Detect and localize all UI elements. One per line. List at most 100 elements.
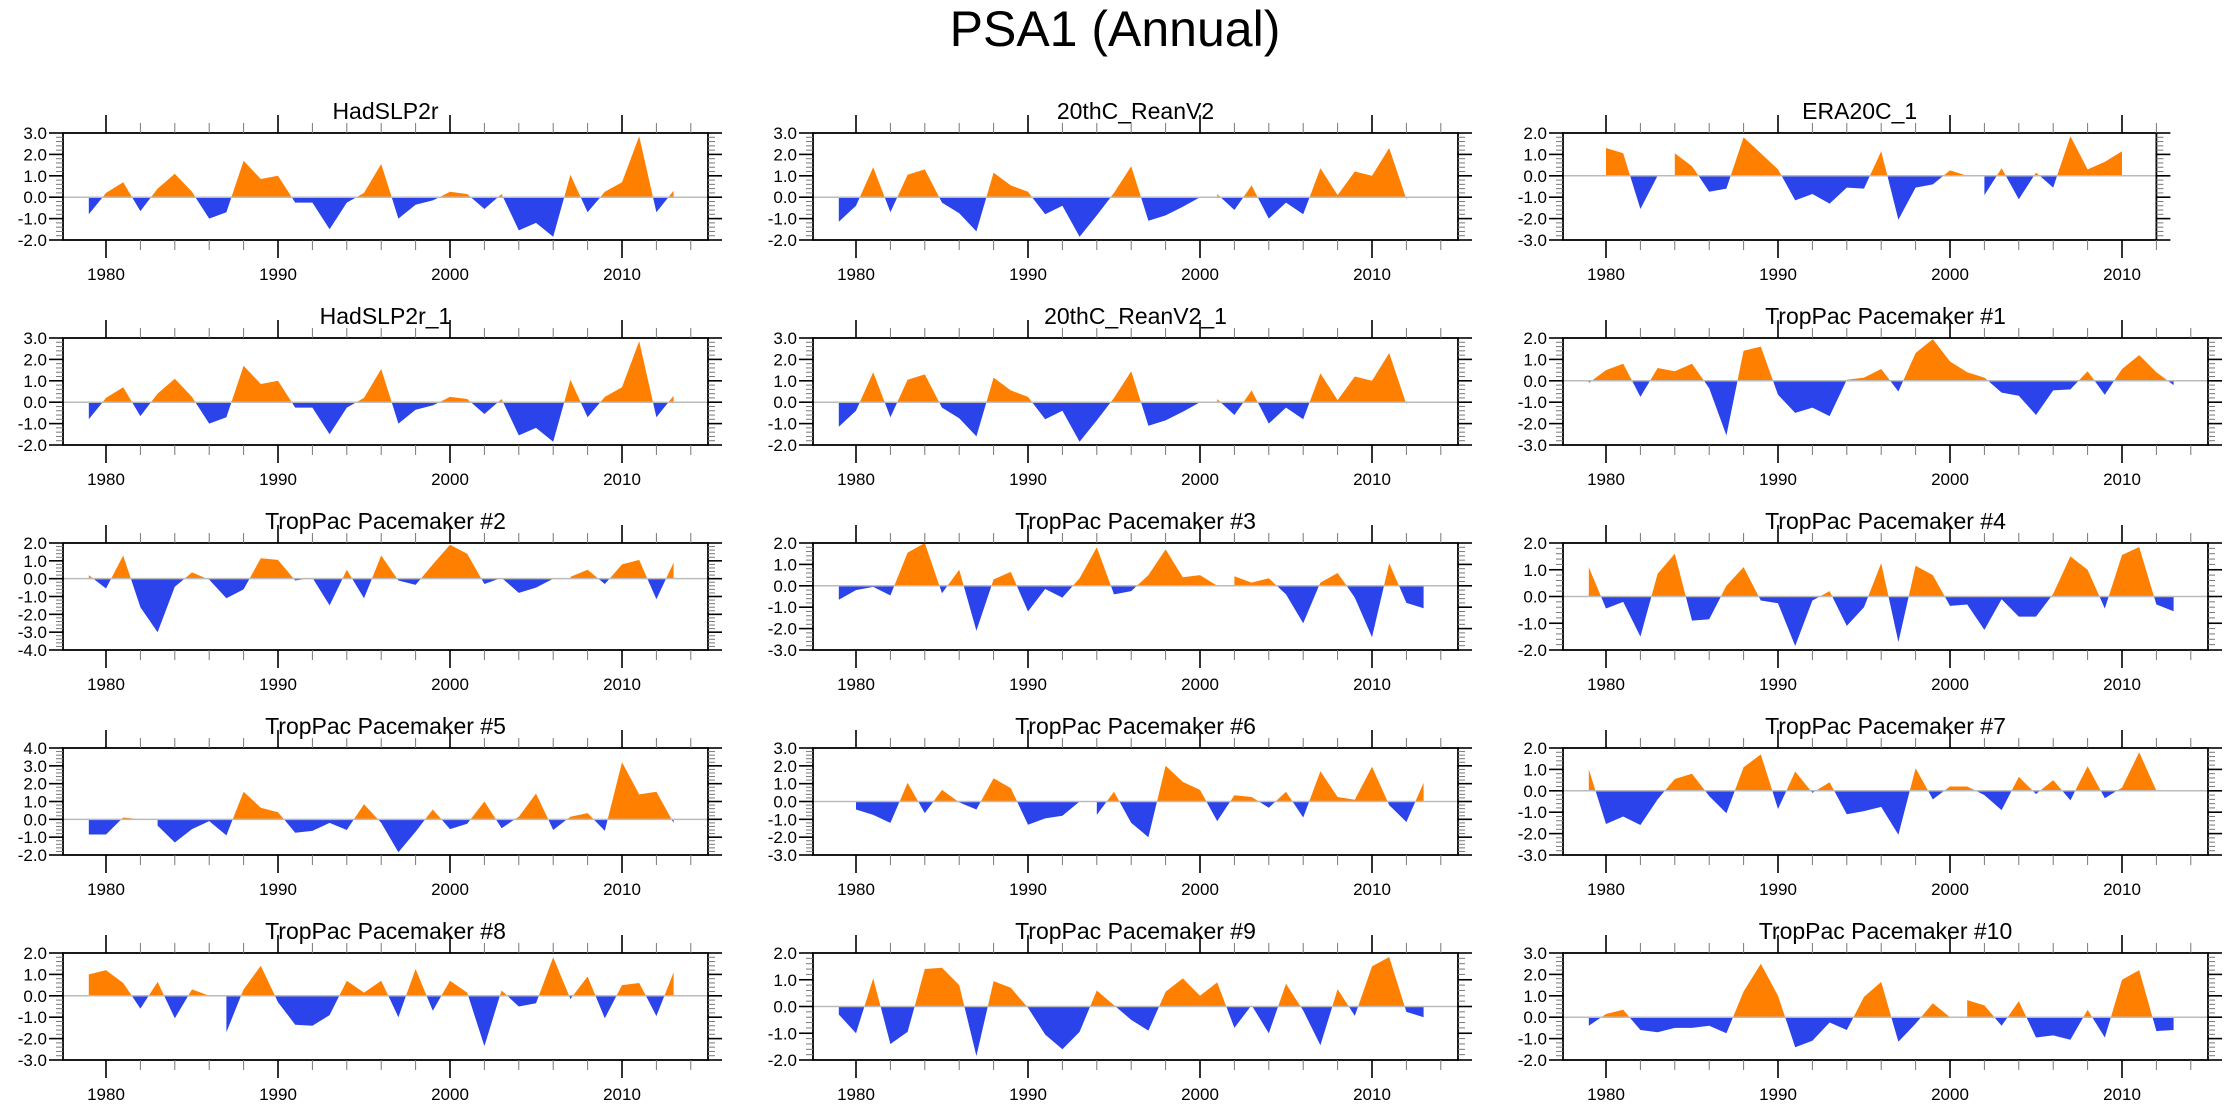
y-tick-label: -2.0 bbox=[18, 1030, 47, 1049]
plot-frame bbox=[1562, 132, 2158, 241]
negative-area bbox=[470, 197, 498, 209]
y-tick-label: 0.0 bbox=[1523, 372, 1547, 391]
x-tick-label: 1990 bbox=[259, 470, 297, 489]
y-tick-label: 2.0 bbox=[773, 534, 797, 553]
negative-area bbox=[963, 585, 992, 631]
negative-area bbox=[1704, 380, 1738, 436]
y-tick-label: -2.0 bbox=[768, 1051, 797, 1070]
negative-area bbox=[1772, 790, 1787, 809]
positive-area bbox=[1136, 549, 1218, 586]
panel-title: TropPac Pacemaker #4 bbox=[1765, 508, 2006, 534]
positive-area bbox=[2078, 371, 2095, 381]
positive-area bbox=[666, 562, 674, 579]
y-tick-label: 1.0 bbox=[773, 775, 797, 794]
negative-area bbox=[2167, 380, 2174, 386]
negative-area bbox=[1834, 790, 1910, 835]
positive-area bbox=[1601, 1009, 1630, 1018]
negative-area bbox=[838, 585, 895, 600]
negative-area bbox=[1890, 380, 1904, 392]
y-tick-label: 1.0 bbox=[1523, 561, 1547, 580]
positive-area bbox=[111, 555, 131, 579]
positive-area bbox=[231, 160, 292, 198]
negative-area bbox=[1994, 1017, 2008, 1026]
negative-area bbox=[958, 801, 981, 810]
negative-area bbox=[1399, 585, 1424, 609]
y-tick-label: -1.0 bbox=[1518, 803, 1547, 822]
positive-area bbox=[102, 387, 133, 403]
negative-area bbox=[1601, 596, 1652, 637]
positive-area bbox=[151, 378, 196, 403]
negative-area bbox=[291, 402, 357, 435]
y-tick-label: 2.0 bbox=[1523, 329, 1547, 348]
negative-area bbox=[2092, 1017, 2111, 1038]
negative-area bbox=[2154, 596, 2174, 612]
positive-area bbox=[1234, 576, 1277, 586]
positive-area bbox=[986, 172, 1033, 198]
negative-area bbox=[1891, 1017, 1921, 1042]
x-tick-label: 1980 bbox=[87, 470, 125, 489]
y-tick-label: 2.0 bbox=[773, 757, 797, 776]
y-tick-label: -2.0 bbox=[768, 231, 797, 250]
positive-area bbox=[2116, 752, 2157, 791]
positive-area bbox=[148, 981, 165, 996]
area-series bbox=[88, 957, 674, 1047]
positive-area bbox=[1651, 553, 1686, 597]
negative-area bbox=[507, 995, 539, 1007]
positive-area bbox=[567, 813, 594, 820]
positive-area bbox=[1588, 769, 1596, 791]
positive-area bbox=[2011, 776, 2033, 791]
y-tick-label: 2.0 bbox=[773, 145, 797, 164]
positive-area bbox=[572, 976, 596, 996]
negative-area bbox=[964, 1006, 988, 1056]
negative-area bbox=[1346, 585, 1384, 638]
area-series bbox=[88, 544, 674, 633]
x-tick-label: 1990 bbox=[1759, 675, 1797, 694]
negative-area bbox=[1226, 1006, 1251, 1028]
x-tick-label: 1990 bbox=[1009, 675, 1047, 694]
positive-area bbox=[600, 341, 653, 403]
negative-area bbox=[2005, 175, 2034, 200]
panel-8: TropPac Pacemaker #3 -3.0 -2.0 -1.0 0.0 1.0 2.… bbox=[768, 508, 1472, 694]
positive-area bbox=[1846, 369, 1891, 381]
negative-area bbox=[1220, 402, 1244, 415]
area-series bbox=[1588, 963, 2174, 1048]
negative-area bbox=[468, 995, 500, 1047]
negative-area bbox=[397, 578, 421, 585]
x-tick-label: 1980 bbox=[1587, 675, 1625, 694]
positive-area bbox=[406, 969, 427, 996]
x-tick-label: 2000 bbox=[1181, 675, 1219, 694]
plot-frame bbox=[62, 952, 709, 1061]
y-tick-label: -1.0 bbox=[768, 810, 797, 829]
negative-area bbox=[157, 819, 233, 843]
y-tick-label: 3.0 bbox=[23, 329, 47, 348]
panel-1: HadSLP2r -2.0 -1.0 0.0 1.0 2.0 3.0 1980 1990 2000… bbox=[18, 98, 722, 284]
area-series bbox=[88, 136, 674, 237]
negative-area bbox=[1096, 801, 1107, 815]
positive-area bbox=[1319, 573, 1347, 586]
panel-2: 20thC_ReanV2 -2.0 -1.0 0.0 1.0 2.0 3.0 1980 1990… bbox=[768, 98, 1472, 284]
y-tick-label: 2.0 bbox=[23, 775, 47, 794]
negative-area bbox=[939, 402, 987, 437]
negative-area bbox=[598, 578, 610, 584]
panel-6: TropPac Pacemaker #1 -3.0 -2.0 -1.0 0.0 1.0 2.… bbox=[1518, 303, 2222, 489]
area-series bbox=[88, 341, 674, 442]
negative-area bbox=[1257, 197, 1310, 219]
y-tick-label: -3.0 bbox=[18, 1051, 47, 1070]
negative-area bbox=[1032, 402, 1111, 442]
y-tick-label: -2.0 bbox=[1518, 641, 1547, 660]
negative-area bbox=[647, 578, 666, 600]
y-tick-label: 0.0 bbox=[23, 570, 47, 589]
positive-area bbox=[1278, 983, 1301, 1007]
y-tick-label: -1.0 bbox=[1518, 393, 1547, 412]
y-tick-label: -1.0 bbox=[1518, 1030, 1547, 1049]
y-tick-label: -1.0 bbox=[18, 828, 47, 847]
positive-area bbox=[1384, 563, 1399, 586]
plot-frame bbox=[812, 542, 1459, 651]
panel-12: TropPac Pacemaker #7 -3.0 -2.0 -1.0 0.0 1.0 2.… bbox=[1518, 713, 2222, 899]
negative-area bbox=[481, 578, 500, 584]
negative-area bbox=[503, 402, 565, 442]
positive-area bbox=[1110, 371, 1141, 403]
y-tick-label: 0.0 bbox=[1523, 1008, 1547, 1027]
negative-area bbox=[226, 995, 241, 1033]
y-tick-label: -3.0 bbox=[1518, 846, 1547, 865]
